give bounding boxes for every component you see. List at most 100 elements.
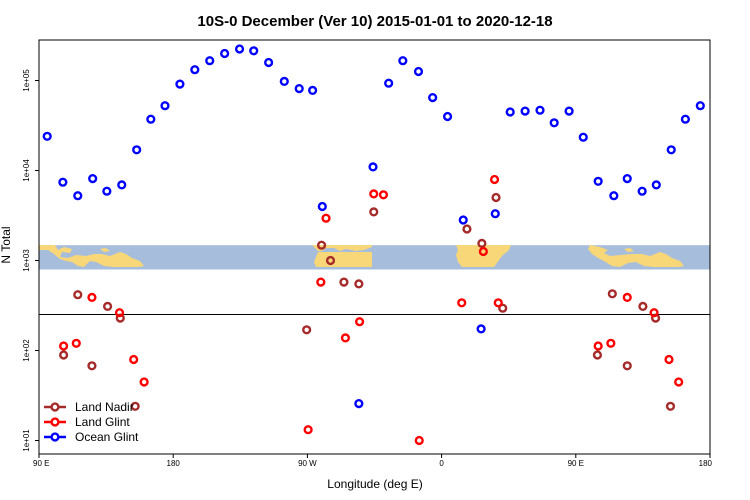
data-point [205,56,215,66]
data-point [302,325,312,335]
plot-border [38,39,711,455]
map-land-0 [39,245,144,267]
data-point [578,132,588,142]
data-point [535,105,545,115]
x-tick-label: 90 E [33,459,49,468]
data-point [102,301,113,312]
data-point [398,56,408,66]
data-point [695,101,705,111]
data-point [493,298,503,308]
legend-marker [50,432,60,442]
data-point [457,298,467,308]
data-point [666,145,676,155]
data-point [303,425,313,435]
x-axis: 90 E 180 90 W 0 90 E 180 [33,454,713,468]
data-points [42,44,705,446]
data-point [505,107,515,117]
data-point [622,174,632,184]
data-point [325,255,336,266]
data-point [491,192,501,203]
data-point [593,176,603,186]
map-land-6 [624,248,634,252]
data-point [354,317,365,327]
series-land-nadir [59,192,676,411]
series-ocean-glint [42,44,705,409]
data-point [132,145,142,155]
data-point [520,106,530,116]
legend-marker [50,417,60,427]
data-point [88,174,98,184]
data-point [637,186,647,196]
legend-label: Land Glint [75,415,130,429]
map-land-5 [588,245,684,267]
data-point [308,85,318,96]
data-point [442,111,453,122]
x-tick-label: 180 [167,459,181,468]
data-point [622,292,632,303]
data-point [477,238,487,249]
y-tick-label: 1e+01 [22,429,31,452]
data-point [549,118,559,128]
data-point [428,92,438,103]
data-point [73,191,83,201]
data-point [129,354,139,365]
data-point [478,246,488,257]
data-point [339,277,349,287]
data-point [160,101,170,111]
data-point [649,308,659,318]
y-axis-label: N Total [0,226,13,263]
y-tick-label: 1e+02 [22,339,31,362]
data-point [146,114,156,124]
data-point [115,313,125,323]
y-tick-label: 1e+03 [22,249,31,272]
map-land-1 [100,248,110,252]
legend-marker [50,402,60,412]
y-axis: 1e+01 1e+02 1e+03 1e+04 1e+05 [22,69,39,452]
data-point [593,341,603,351]
data-point [680,114,690,124]
plot-frame [38,39,711,455]
data-point [87,292,97,303]
data-point [638,301,648,312]
data-point [42,131,52,141]
data-point [674,377,684,387]
data-point [279,76,289,87]
data-point [294,83,304,94]
data-point [87,361,97,371]
data-point [73,290,83,300]
data-point [414,435,424,446]
data-point [58,177,68,187]
world-map-band [39,245,710,270]
data-point [413,66,424,77]
data-point [458,215,468,225]
data-point [369,189,379,199]
y-tick-label: 1e+04 [22,159,31,182]
data-point [114,308,125,318]
x-tick-label: 180 [699,459,713,468]
data-point [664,354,674,365]
legend-item-land-nadir: Land Nadir [44,400,134,414]
data-point [606,338,616,348]
data-point [490,209,500,219]
legend-label: Ocean Glint [75,430,139,444]
x-tick-label: 0 [439,459,444,468]
data-point [354,279,364,289]
data-point [190,65,200,75]
data-point [498,303,508,313]
legend-item-land-glint: Land Glint [44,415,130,429]
data-point [368,162,378,172]
data-point [59,350,69,360]
data-point [71,338,81,348]
data-point [321,213,331,223]
data-point [564,106,574,116]
data-point [234,44,245,54]
chart-title: 10S-0 December (Ver 10) 2015-01-01 to 20… [197,13,552,30]
data-point [139,377,149,387]
x-tick-label: 90 E [568,459,584,468]
data-point [476,324,486,334]
map-land-3 [314,252,372,267]
data-point [102,186,112,196]
data-point [622,361,632,371]
data-point [316,240,327,250]
